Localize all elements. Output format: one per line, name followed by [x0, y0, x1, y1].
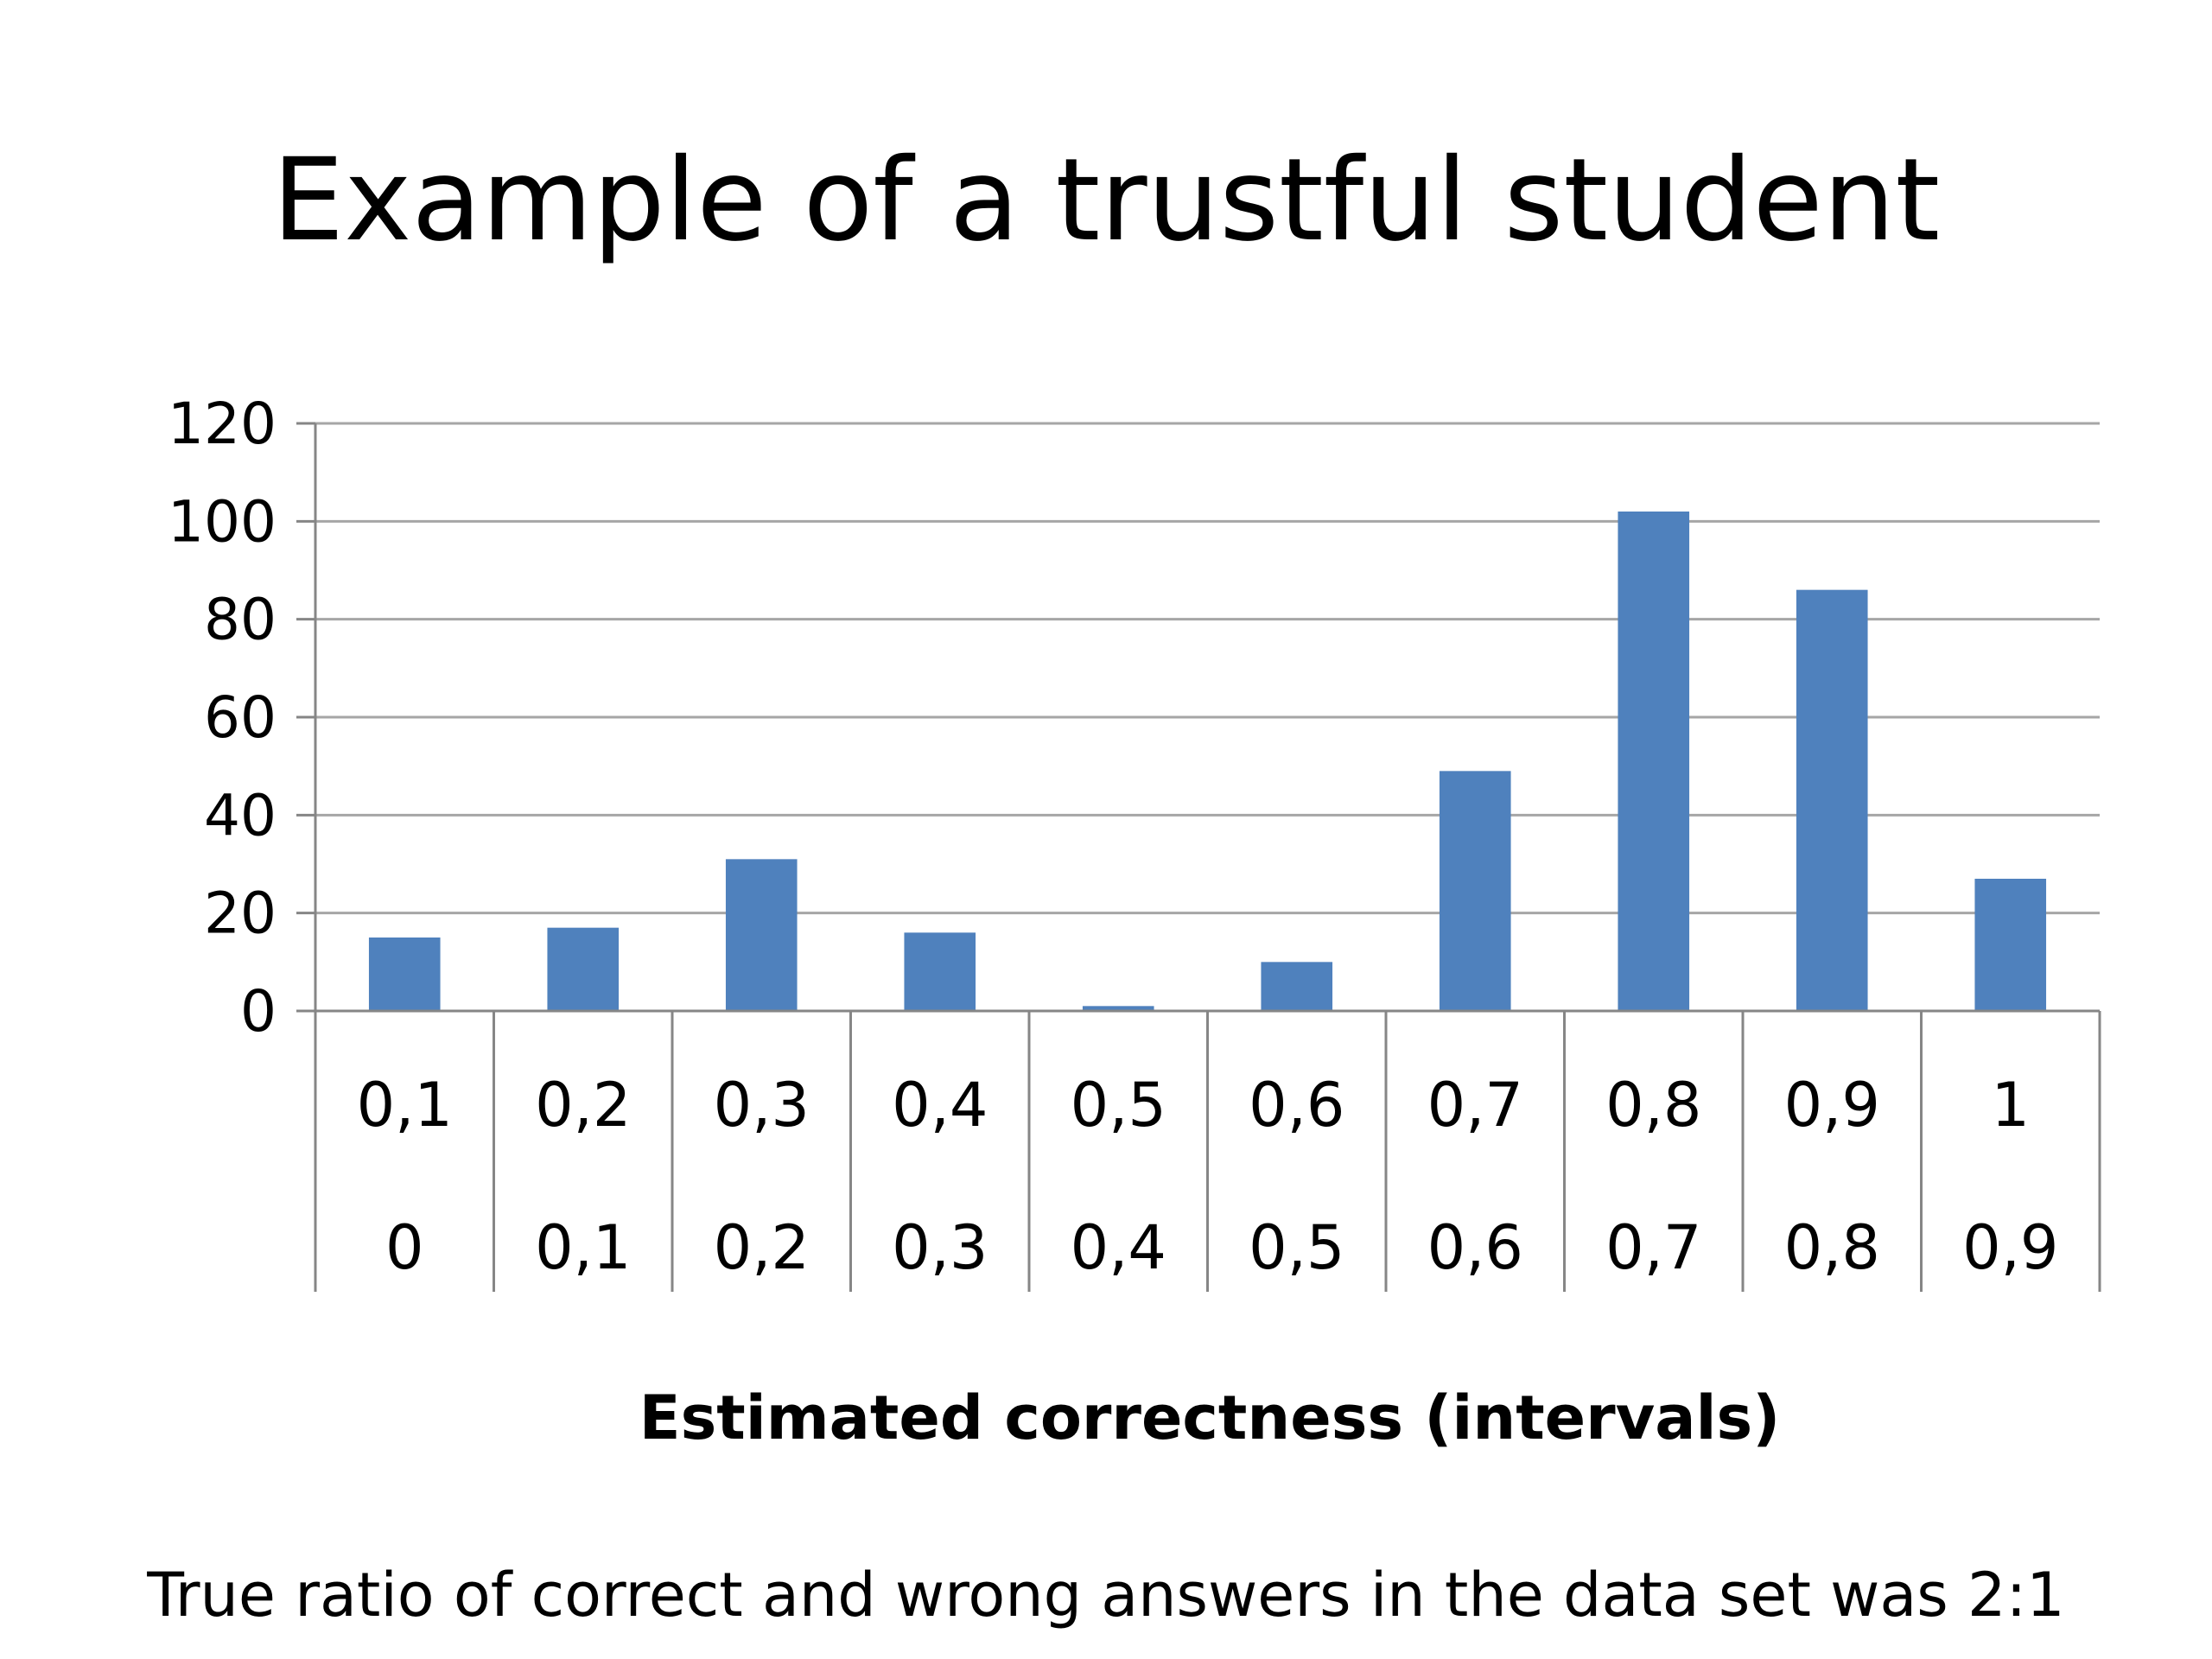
x-category-upper-label: 0,9: [1784, 1070, 1880, 1141]
y-tick-label: 80: [204, 587, 276, 653]
x-category-upper-label: 0,2: [535, 1070, 631, 1141]
x-category-labels: 0,1 0 0,2 0,1 0,3 0,2 0,4 0,3 0,5 0,4 0,6 0,5 0,7 0,6…: [357, 1070, 2059, 1283]
y-tick-label: 0: [240, 978, 276, 1045]
bar: [1618, 512, 1690, 1011]
x-category-lower-label: 0,7: [1605, 1212, 1701, 1283]
bar: [1796, 589, 1868, 1011]
y-tick-label: 100: [168, 488, 276, 555]
x-axis-title: Estimated correctness (intervals): [639, 1382, 1780, 1453]
bar: [368, 938, 441, 1011]
footnote: True ratio of correct and wrong answers …: [147, 1560, 2065, 1630]
bar: [1439, 771, 1511, 1011]
bar: [1082, 1006, 1154, 1011]
x-category-upper-label: 0,6: [1249, 1070, 1344, 1141]
x-category-lower-label: 0,3: [892, 1212, 988, 1283]
bar: [547, 927, 620, 1011]
x-category-lower-label: 0,8: [1784, 1212, 1880, 1283]
slide-title: Example of a trustful student: [271, 134, 1941, 267]
x-category-upper-label: 1: [1991, 1070, 2030, 1141]
axes: [296, 422, 2101, 1292]
x-category-upper-label: 0,1: [357, 1070, 453, 1141]
x-category-lower-label: 0,6: [1427, 1212, 1523, 1283]
bar: [1261, 962, 1333, 1011]
x-category-lower-label: 0,1: [535, 1212, 631, 1283]
x-category-upper-label: 0,8: [1605, 1070, 1701, 1141]
y-tick-label: 60: [204, 684, 276, 751]
x-category-lower-label: 0,5: [1249, 1212, 1344, 1283]
x-category-lower-label: 0: [385, 1212, 424, 1283]
y-tick-labels: 0 20 40 60 80 100 120: [168, 391, 276, 1045]
bars: [368, 512, 2047, 1011]
y-tick-label: 40: [204, 782, 276, 849]
x-category-lower-label: 0,4: [1071, 1212, 1166, 1283]
gridlines: [315, 422, 2100, 915]
bar: [725, 859, 798, 1011]
x-category-upper-label: 0,4: [892, 1070, 988, 1141]
bar: [1974, 879, 2047, 1011]
x-category-upper-label: 0,5: [1071, 1070, 1166, 1141]
y-tick-label: 20: [204, 880, 276, 947]
bar: [904, 932, 976, 1011]
x-category-upper-label: 0,3: [714, 1070, 810, 1141]
x-category-lower-label: 0,9: [1962, 1212, 2058, 1283]
x-category-upper-label: 0,7: [1427, 1070, 1523, 1141]
y-tick-label: 120: [168, 391, 276, 457]
x-category-lower-label: 0,2: [714, 1212, 810, 1283]
